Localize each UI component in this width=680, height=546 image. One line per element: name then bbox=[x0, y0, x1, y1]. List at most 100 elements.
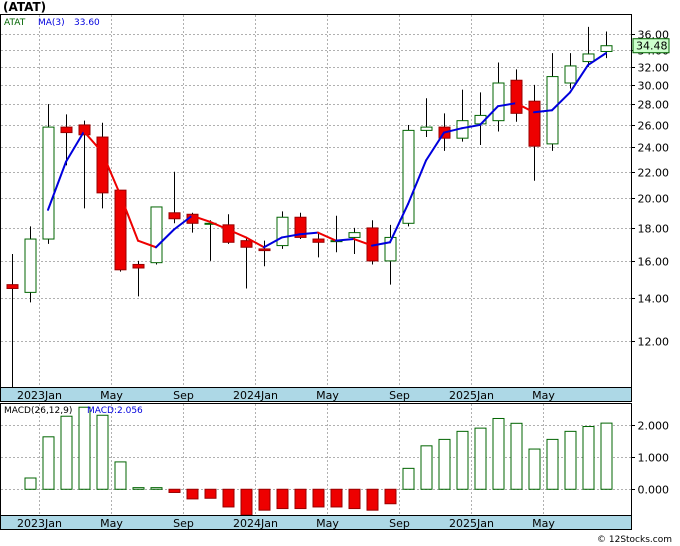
candlestick-series bbox=[6, 26, 613, 387]
candle-body bbox=[492, 82, 505, 122]
macd-x-tick-label: May bbox=[532, 517, 555, 530]
price-y-tick-label: 32.00 bbox=[638, 62, 670, 75]
ma3-segment bbox=[155, 228, 175, 249]
ma3-segment bbox=[497, 102, 517, 108]
candle-up bbox=[492, 62, 505, 132]
candle-up bbox=[402, 124, 415, 227]
legend-ma-label: MA(3) bbox=[38, 18, 65, 28]
ma3-segment bbox=[425, 131, 445, 162]
price-y-tick-label: 20.00 bbox=[638, 193, 670, 206]
ma3-segment bbox=[353, 238, 373, 247]
candle-up bbox=[384, 224, 397, 285]
candle-up bbox=[24, 226, 37, 303]
candle-body bbox=[384, 236, 397, 262]
ma3-segment bbox=[173, 214, 193, 231]
chart-title: (ATAT) bbox=[3, 0, 46, 14]
price-gridlines bbox=[1, 15, 631, 387]
macd-bar bbox=[330, 488, 343, 508]
macd-bar bbox=[276, 488, 289, 510]
ma3-segment bbox=[587, 52, 607, 67]
macd-bar bbox=[78, 406, 91, 490]
candle-body bbox=[168, 212, 181, 220]
ma3-segment bbox=[101, 151, 121, 196]
price-x-tick-label: 2025Jan bbox=[449, 389, 494, 402]
macd-x-tick-label: 2025Jan bbox=[449, 517, 494, 530]
ma3-segment bbox=[533, 109, 553, 114]
watermark: © 12Stocks.com bbox=[597, 535, 672, 545]
macd-bar bbox=[474, 427, 487, 490]
macd-y-tick-label: 1.000 bbox=[638, 452, 670, 465]
ma3-segment bbox=[227, 228, 247, 239]
macd-x-tick-label: Sep bbox=[173, 517, 194, 530]
candle-up bbox=[564, 53, 577, 89]
candle-body bbox=[348, 232, 361, 238]
macd-y-tick-labels: 0.000 1.000 2.000 bbox=[631, 420, 669, 497]
ma3-segment bbox=[551, 91, 571, 112]
price-y-tick-label: 26.00 bbox=[638, 120, 670, 133]
ma3-segment bbox=[263, 236, 283, 249]
candle-body bbox=[42, 126, 55, 240]
macd-bar bbox=[186, 488, 199, 500]
candle-down bbox=[168, 171, 181, 224]
macd-x-tick-label: 2024Jan bbox=[233, 517, 278, 530]
price-x-tick-label: May bbox=[100, 389, 123, 402]
macd-bar bbox=[96, 414, 109, 490]
ma3-segment bbox=[407, 159, 427, 206]
price-panel-frame bbox=[0, 14, 632, 388]
candle-down bbox=[528, 84, 541, 181]
macd-bar bbox=[456, 430, 469, 490]
price-x-axis-band bbox=[0, 387, 632, 402]
candle-body bbox=[258, 248, 271, 252]
ma3-segment bbox=[245, 236, 265, 249]
macd-bar bbox=[42, 436, 55, 490]
macd-label: MACD(26,12,9) bbox=[4, 406, 72, 416]
macd-bar bbox=[132, 487, 145, 490]
price-y-tick-label: 30.00 bbox=[638, 80, 670, 93]
macd-bar bbox=[24, 477, 37, 490]
price-y-tick-label: 28.00 bbox=[638, 99, 670, 112]
ma3-segment bbox=[47, 160, 67, 211]
macd-y-tick-label: 0.000 bbox=[638, 484, 670, 497]
macd-bar bbox=[312, 488, 325, 508]
price-y-tick-labels: 12.00 14.00 16.00 18.00 20.00 22.00 24.00 26.00… bbox=[631, 29, 669, 349]
price-y-tick-label: 18.00 bbox=[638, 223, 670, 236]
candle-down bbox=[60, 114, 73, 166]
price-x-tick-label: 2023Jan bbox=[17, 389, 62, 402]
ma3-segment bbox=[83, 130, 103, 154]
macd-histogram bbox=[24, 406, 613, 516]
legend-ma-value: 33.60 bbox=[74, 18, 100, 28]
macd-bar bbox=[204, 488, 217, 499]
macd-bar bbox=[294, 488, 307, 510]
candle-up bbox=[276, 211, 289, 249]
macd-x-tick-labels: 2023Jan May Sep 2024Jan May Sep 2025Jan May bbox=[17, 517, 555, 530]
candle-down bbox=[312, 232, 325, 258]
candle-body bbox=[240, 240, 253, 248]
ma3-segment bbox=[281, 233, 301, 239]
candle-down bbox=[510, 69, 523, 122]
macd-bar bbox=[564, 430, 577, 490]
ma3-segment bbox=[137, 239, 157, 249]
ma3-segment bbox=[515, 102, 535, 114]
price-x-tick-label: Sep bbox=[389, 389, 410, 402]
price-x-tick-label: 2024Jan bbox=[233, 389, 278, 402]
candle-body bbox=[294, 216, 307, 238]
candle-down bbox=[114, 189, 127, 272]
macd-x-axis-band bbox=[0, 515, 632, 530]
ma3-segment bbox=[335, 238, 355, 242]
candle-body bbox=[600, 45, 613, 52]
macd-bar bbox=[384, 488, 397, 505]
macd-bar bbox=[528, 448, 541, 490]
macd-x-tick-label: Sep bbox=[389, 517, 410, 530]
candle-body bbox=[402, 129, 415, 224]
macd-bar bbox=[168, 488, 181, 493]
macd-bar bbox=[114, 461, 127, 490]
macd-bar bbox=[240, 488, 253, 516]
candle-body bbox=[60, 126, 73, 134]
ma3-segment bbox=[371, 241, 391, 247]
last-price-tag-text: 34.48 bbox=[636, 40, 668, 53]
price-y-tick-label: 12.00 bbox=[638, 336, 670, 349]
candle-down bbox=[78, 120, 91, 209]
ma3-segment bbox=[299, 231, 319, 236]
macd-bar bbox=[258, 488, 271, 511]
